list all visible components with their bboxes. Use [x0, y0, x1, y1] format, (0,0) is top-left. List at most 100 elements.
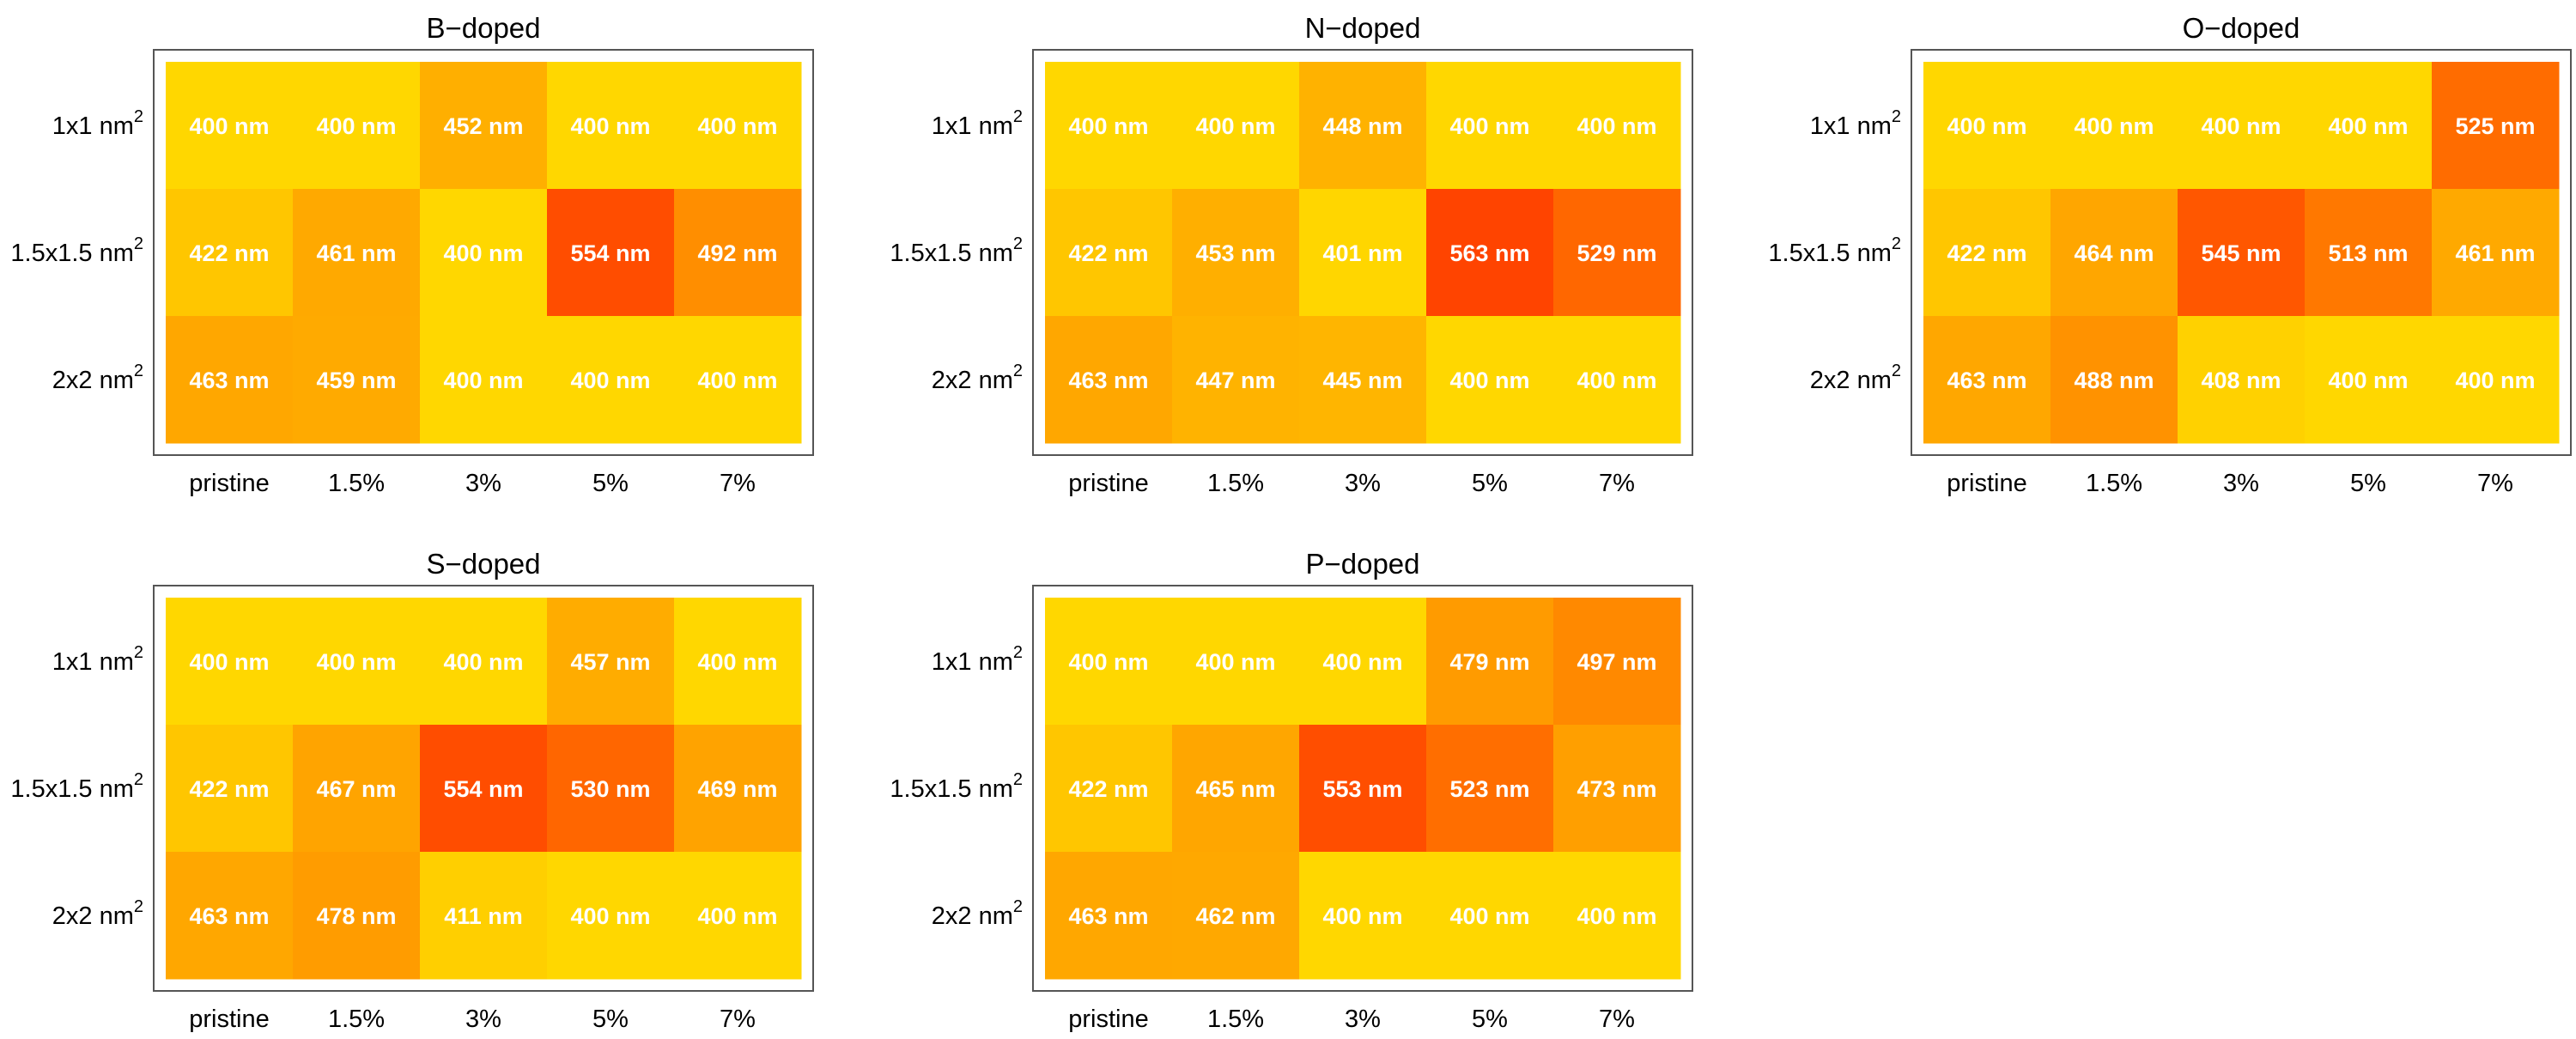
- heatmap-cell: [547, 316, 675, 444]
- row-tick-label: 1x1 nm2: [932, 643, 1023, 676]
- plot-frame: [153, 49, 814, 456]
- cell-value-label: 400 nm: [189, 649, 269, 675]
- heatmap-cell: [1045, 316, 1173, 444]
- plot-frame: [1032, 585, 1693, 992]
- heatmap-cell: [166, 852, 294, 980]
- cell-value-label: 553 nm: [1322, 776, 1402, 802]
- heatmap-cell: [1553, 852, 1681, 980]
- cell-value-label: 422 nm: [189, 776, 269, 802]
- cell-value-label: 400 nm: [2328, 368, 2408, 393]
- row-tick-label: 1.5x1.5 nm2: [890, 234, 1023, 267]
- column-tick-label: pristine: [1068, 1006, 1149, 1033]
- heatmap-cell: [2178, 316, 2306, 444]
- row-tick-label: 1x1 nm2: [1810, 107, 1901, 140]
- cell-value-label: 400 nm: [570, 903, 650, 929]
- cell-value-label: 463 nm: [1947, 368, 2026, 393]
- heatmap-cell: [420, 725, 548, 853]
- heatmap-cell: [2305, 316, 2433, 444]
- heatmap-cell: [1172, 725, 1300, 853]
- cell-value-label: 400 nm: [1068, 113, 1148, 139]
- heatmap-cell: [2305, 189, 2433, 317]
- cell-value-label: 525 nm: [2455, 113, 2535, 139]
- row-tick-label: 1.5x1.5 nm2: [890, 770, 1023, 803]
- column-tick-label: pristine: [1068, 470, 1149, 497]
- heatmap-cell: [2050, 316, 2178, 444]
- heatmap-cell: [2050, 189, 2178, 317]
- heatmap-cell: [1553, 62, 1681, 190]
- cell-value-label: 401 nm: [1322, 240, 1402, 266]
- cell-value-label: 400 nm: [316, 649, 396, 675]
- cell-value-label: 400 nm: [189, 113, 269, 139]
- column-tick-label: 7%: [1599, 470, 1635, 497]
- cell-value-label: 447 nm: [1195, 368, 1275, 393]
- row-tick-label: 1.5x1.5 nm2: [10, 234, 143, 267]
- heatmap-cell: [420, 62, 548, 190]
- cell-value-label: 463 nm: [189, 903, 269, 929]
- column-tick-label: 7%: [1599, 1006, 1635, 1033]
- heatmap-cell: [1172, 598, 1300, 726]
- cell-value-label: 400 nm: [2328, 113, 2408, 139]
- cell-value-label: 400 nm: [697, 368, 777, 393]
- row-tick-label: 1x1 nm2: [52, 107, 143, 140]
- heatmap-cell: [2305, 62, 2433, 190]
- cell-value-label: 554 nm: [443, 776, 523, 802]
- cell-value-label: 400 nm: [2201, 113, 2281, 139]
- heatmap-cell: [1172, 852, 1300, 980]
- cell-value-label: 463 nm: [189, 368, 269, 393]
- cell-value-label: 400 nm: [1947, 113, 2026, 139]
- cell-value-label: 459 nm: [316, 368, 396, 393]
- cell-value-label: 400 nm: [1577, 368, 1656, 393]
- heatmap-cell: [547, 62, 675, 190]
- heatmap-cell: [166, 189, 294, 317]
- heatmap-cell: [674, 598, 802, 726]
- cell-value-label: 492 nm: [697, 240, 777, 266]
- heatmap-cell: [674, 62, 802, 190]
- cell-value-label: 469 nm: [697, 776, 777, 802]
- heatmap-cell: [1045, 725, 1173, 853]
- heatmap-cell: [420, 189, 548, 317]
- cell-value-label: 400 nm: [1322, 649, 1402, 675]
- heatmap-cell: [1553, 316, 1681, 444]
- heatmap-cell: [2178, 189, 2306, 317]
- heatmap-cell: [166, 62, 294, 190]
- heatmap-cell: [547, 598, 675, 726]
- cell-value-label: 400 nm: [443, 240, 523, 266]
- cell-value-label: 411 nm: [444, 903, 523, 929]
- column-tick-label: 1.5%: [328, 1006, 385, 1033]
- heatmap-cell: [1045, 189, 1173, 317]
- cell-value-label: 545 nm: [2201, 240, 2281, 266]
- heatmap-cell: [1299, 316, 1427, 444]
- cell-value-label: 467 nm: [316, 776, 396, 802]
- cell-value-label: 463 nm: [1068, 903, 1148, 929]
- heatmap-cell: [1426, 598, 1554, 726]
- heatmap-cell: [1172, 316, 1300, 444]
- heatmap-cell: [1299, 62, 1427, 190]
- column-tick-label: 3%: [465, 470, 501, 497]
- column-tick-label: 5%: [592, 1006, 629, 1033]
- heatmap-cell: [1426, 62, 1554, 190]
- heatmap-cell: [674, 725, 802, 853]
- heatmap-cell: [1426, 852, 1554, 980]
- column-tick-label: pristine: [189, 1006, 270, 1033]
- cell-value-label: 457 nm: [570, 649, 650, 675]
- heatmap-cell: [293, 316, 421, 444]
- column-tick-label: 1.5%: [1207, 1006, 1264, 1033]
- cell-value-label: 400 nm: [697, 113, 777, 139]
- cell-value-label: 400 nm: [697, 649, 777, 675]
- cell-value-label: 422 nm: [1068, 240, 1148, 266]
- heatmap-cell: [547, 725, 675, 853]
- panel-title: B−doped: [426, 12, 540, 44]
- plot-frame: [1032, 49, 1693, 456]
- row-tick-label: 2x2 nm2: [52, 362, 143, 394]
- cell-value-label: 554 nm: [570, 240, 650, 266]
- heatmap-panel: O−doped 400 nm 400 nm 400 nm 400 nm 525 nm 422…: [1768, 12, 2572, 497]
- column-tick-label: pristine: [189, 470, 270, 497]
- row-tick-label: 1.5x1.5 nm2: [10, 770, 143, 803]
- row-tick-label: 1x1 nm2: [52, 643, 143, 676]
- panel-title: S−doped: [426, 548, 540, 580]
- heatmap-cell: [1299, 189, 1427, 317]
- cell-value-label: 461 nm: [316, 240, 396, 266]
- cell-value-label: 497 nm: [1577, 649, 1656, 675]
- cell-value-label: 461 nm: [2455, 240, 2535, 266]
